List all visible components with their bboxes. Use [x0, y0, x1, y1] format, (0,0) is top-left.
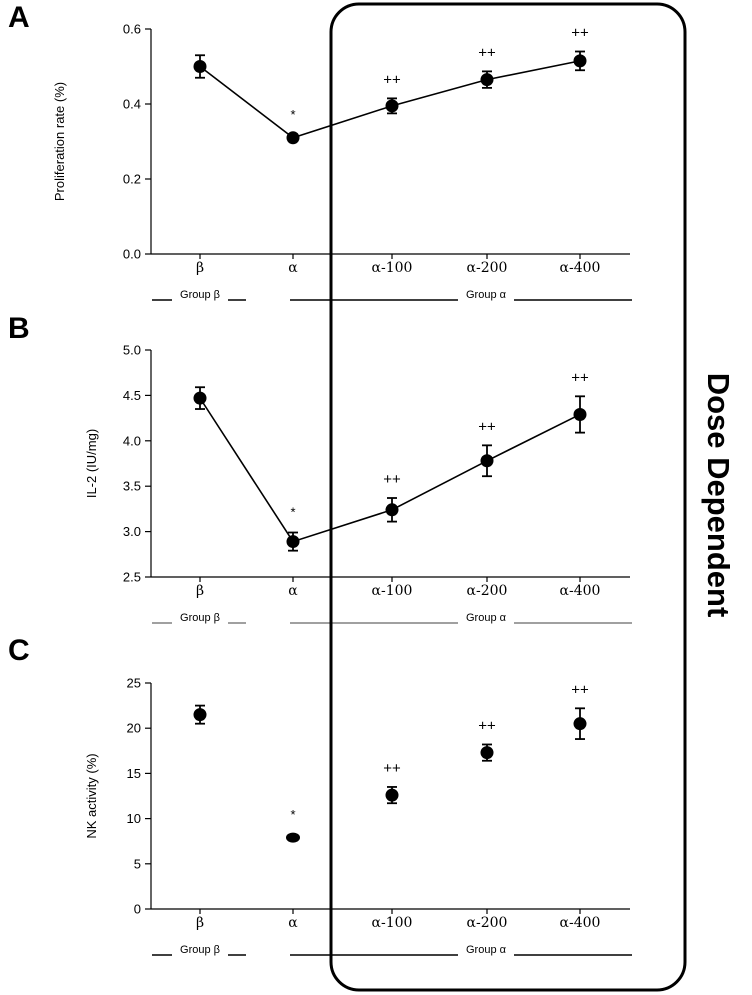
data-point — [573, 717, 587, 731]
x-tick-label: α-200 — [467, 915, 508, 931]
y-tick-label: 0 — [134, 902, 141, 917]
group-label: Group α — [466, 289, 507, 301]
data-point — [193, 391, 207, 405]
panel-a: A 0.0 0.2 0.4 0.6 Proliferation rate (%) β α α-1… — [8, 1, 632, 301]
significance-marker: ++ — [478, 717, 496, 734]
panel-c: C 0 5 10 15 20 25 NK activity (%) β α α-100 α-200 α-… — [8, 634, 632, 956]
y-tick-label: 3.0 — [123, 524, 141, 539]
data-point — [385, 788, 399, 802]
data-point — [193, 708, 207, 722]
significance-marker: ++ — [571, 25, 589, 42]
x-tick-label: β — [196, 260, 204, 276]
x-tick-label: α-200 — [467, 260, 508, 276]
y-tick-label: 0.0 — [123, 247, 141, 262]
x-tick-label: α-100 — [372, 583, 413, 599]
significance-marker: ++ — [478, 44, 496, 61]
x-tick-label: β — [196, 915, 204, 931]
x-tick-label: α-100 — [372, 915, 413, 931]
dose-dependent-box — [329, 2, 687, 992]
data-point — [193, 60, 207, 73]
y-tick-label: 20 — [127, 721, 141, 736]
significance-marker: ++ — [383, 760, 401, 777]
x-tick-label: α-400 — [560, 260, 601, 276]
group-label: Group β — [180, 612, 220, 624]
dose-dependent-label: Dose Dependent — [701, 373, 736, 618]
y-tick-label: 0.4 — [123, 97, 141, 112]
data-point — [286, 535, 300, 549]
y-tick-label: 0.2 — [123, 172, 141, 187]
significance-marker: ++ — [478, 418, 496, 435]
significance-marker: ++ — [571, 681, 589, 698]
y-tick-label: 10 — [127, 811, 141, 826]
y-axis-label: NK activity (%) — [84, 753, 99, 838]
x-tick-label: α-100 — [372, 260, 413, 276]
significance-marker: ++ — [383, 71, 401, 88]
y-tick-label: 25 — [127, 676, 141, 691]
significance-marker: ++ — [383, 471, 401, 488]
y-tick-label: 15 — [127, 766, 141, 781]
data-point — [480, 73, 494, 87]
y-tick-label: 2.5 — [123, 570, 141, 585]
data-point — [573, 407, 587, 421]
data-point — [573, 54, 587, 68]
panel-b: B 2.5 3.0 3.5 4.0 4.5 5.0 IL-2 (IU/mg) β α α-100 α-… — [8, 312, 632, 624]
data-point — [480, 454, 494, 468]
significance-marker: ++ — [571, 369, 589, 386]
x-tick-label: α-400 — [560, 583, 601, 599]
x-tick-label: α — [288, 915, 298, 931]
y-tick-label: 4.0 — [123, 433, 141, 448]
group-label: Group β — [180, 289, 220, 301]
group-label: Group α — [466, 944, 507, 956]
series-line — [199, 397, 581, 543]
data-point — [286, 832, 300, 843]
significance-star: * — [290, 505, 295, 520]
panel-letter: A — [8, 1, 30, 34]
panel-letter: C — [8, 634, 30, 667]
y-tick-label: 5.0 — [123, 343, 141, 358]
x-tick-label: α-200 — [467, 583, 508, 599]
data-point — [480, 746, 494, 760]
data-point — [385, 99, 399, 113]
x-tick-label: α — [288, 260, 298, 276]
y-tick-label: 4.5 — [123, 388, 141, 403]
y-tick-label: 3.5 — [123, 479, 141, 494]
data-point — [286, 131, 300, 145]
significance-star: * — [290, 807, 295, 822]
x-tick-label: β — [196, 583, 204, 599]
y-tick-label: 0.6 — [123, 22, 141, 37]
x-tick-label: α — [288, 583, 298, 599]
data-point — [385, 503, 399, 517]
significance-star: * — [290, 107, 295, 122]
y-tick-label: 5 — [134, 856, 141, 871]
y-axis-label: IL-2 (IU/mg) — [84, 429, 99, 498]
group-label: Group α — [466, 612, 507, 624]
y-axis-label: Proliferation rate (%) — [52, 82, 67, 201]
group-label: Group β — [180, 944, 220, 956]
panel-letter: B — [8, 312, 30, 345]
x-tick-label: α-400 — [560, 915, 601, 931]
